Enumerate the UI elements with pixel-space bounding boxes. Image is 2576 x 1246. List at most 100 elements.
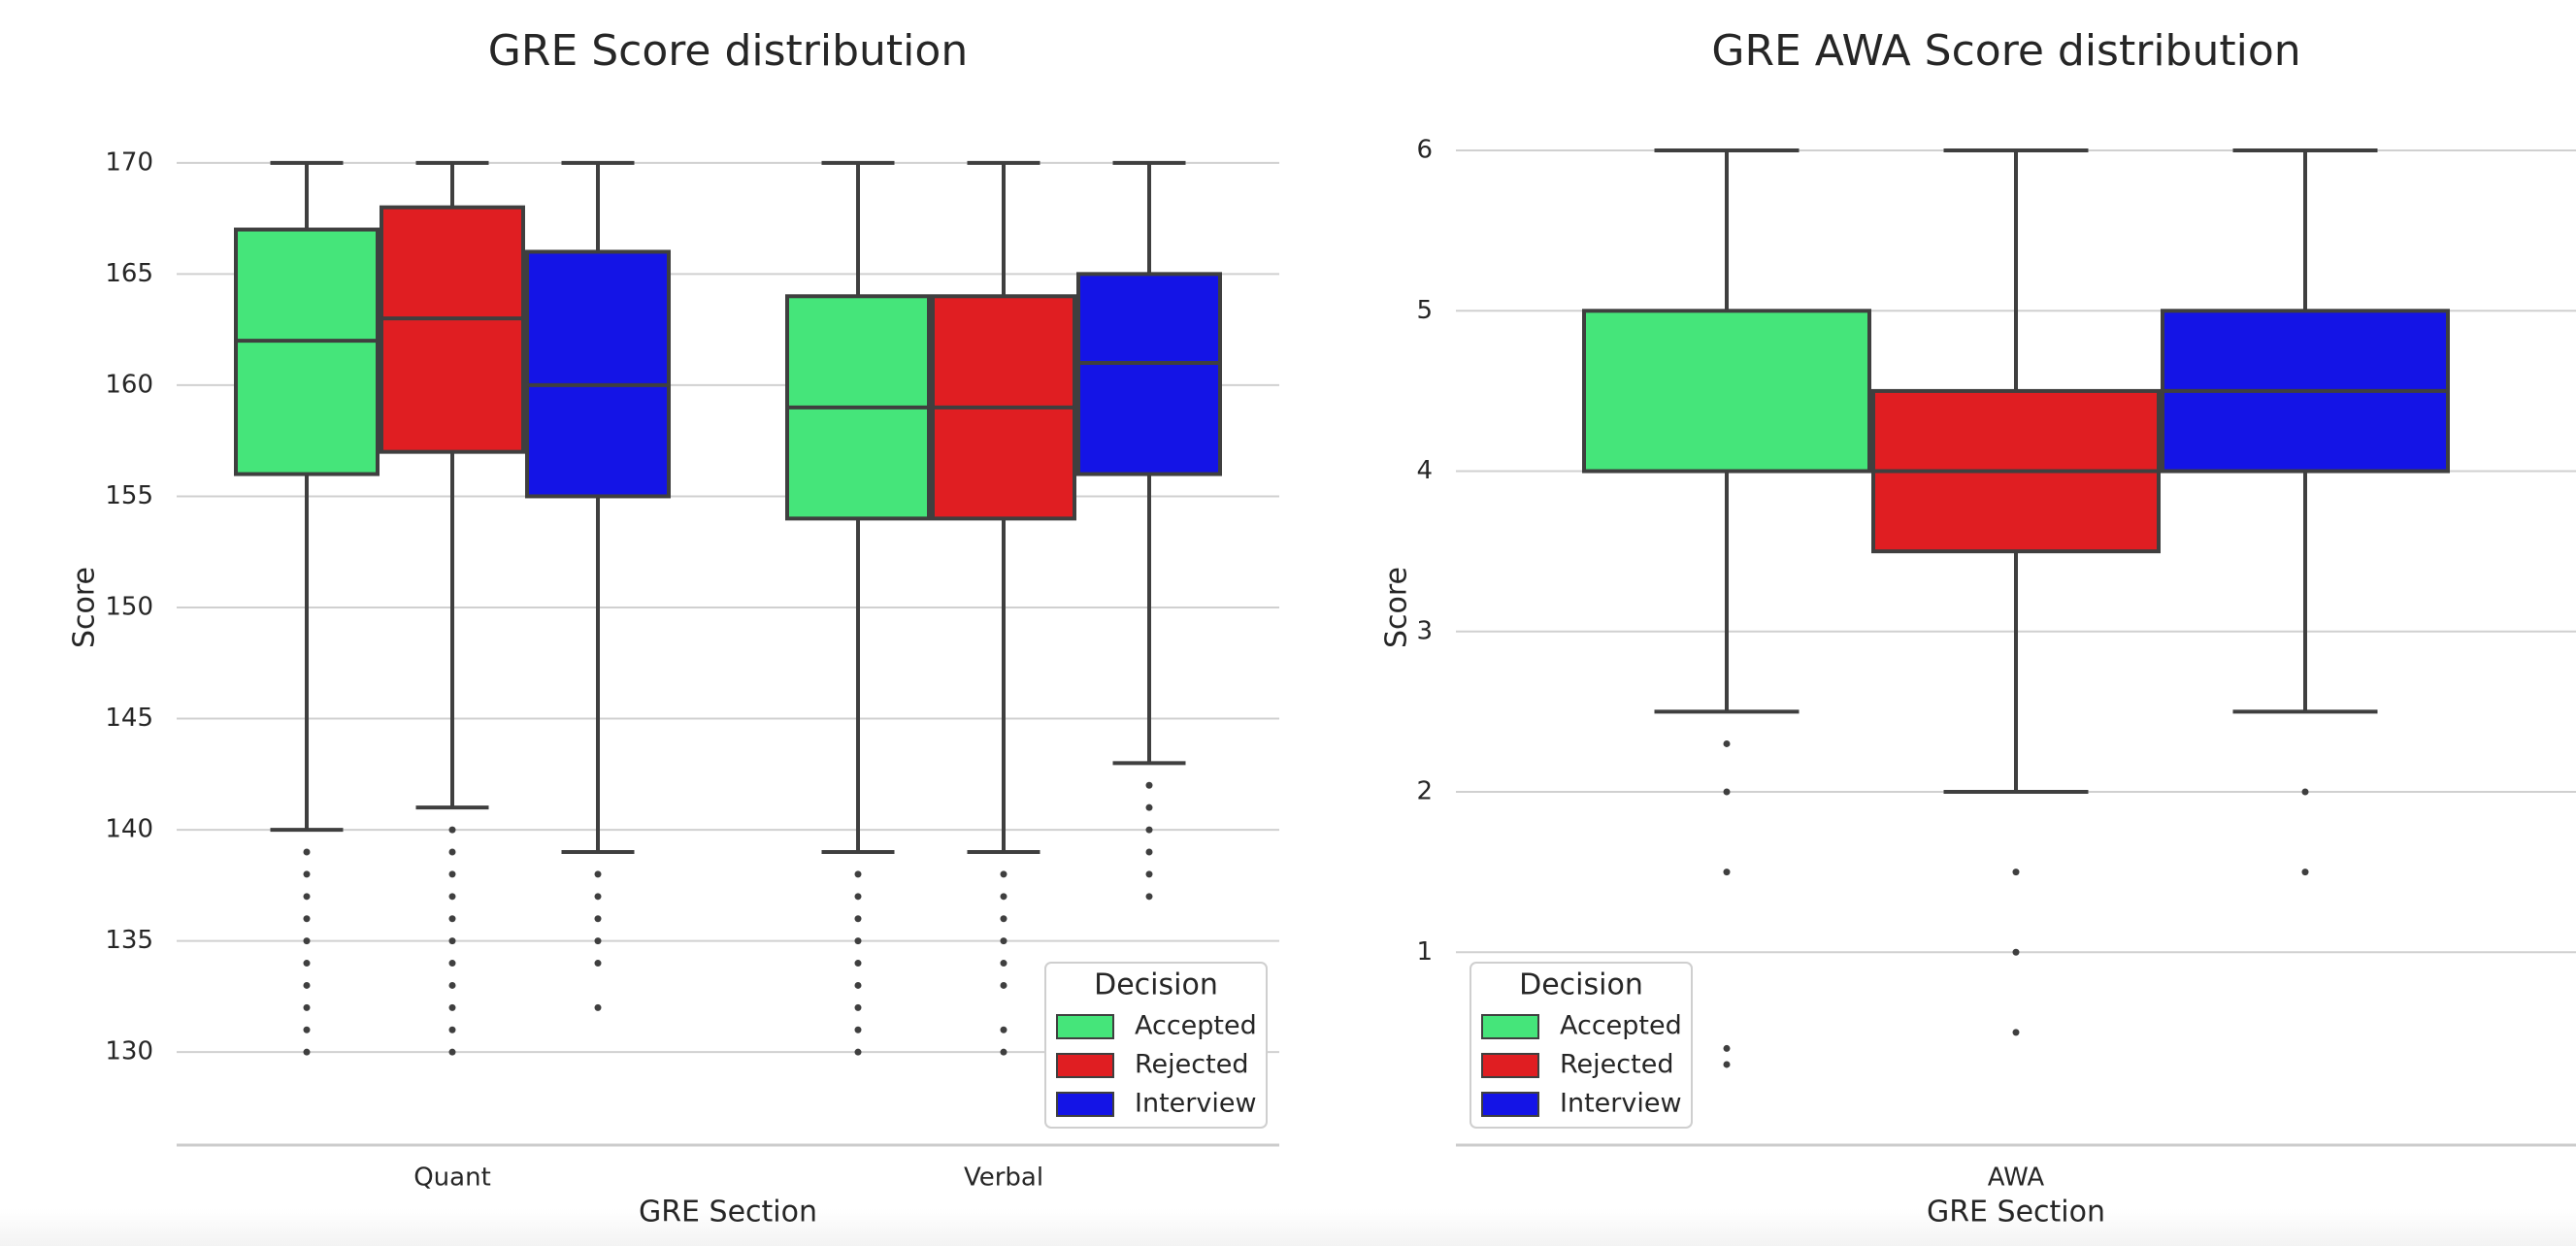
outlier-point: [594, 870, 602, 878]
outlier-point: [448, 937, 456, 945]
outlier-point: [594, 937, 602, 945]
outlier-point: [854, 870, 862, 878]
y-tick-label: 135: [105, 926, 153, 955]
outlier-point: [1000, 1048, 1007, 1056]
box-accepted: [234, 227, 380, 476]
box-group: [1582, 148, 1871, 1068]
outlier-point: [448, 826, 456, 834]
legend-frame: [1044, 962, 1268, 1129]
y-tick-label: 3: [1416, 616, 1433, 645]
outlier-point: [1723, 739, 1731, 747]
outlier-point: [2301, 869, 2309, 876]
x-tick-label: Quant: [413, 1164, 491, 1193]
outlier-point: [1000, 870, 1007, 878]
legend-entry-label: Interview: [1560, 1089, 1682, 1119]
outlier-point: [2012, 948, 2020, 956]
y-tick-label: 6: [1416, 136, 1433, 165]
outlier-point: [1145, 848, 1153, 856]
y-axis-label: Score: [1380, 567, 1414, 648]
outlier-point: [594, 915, 602, 923]
legend: Decision Accepted Rejected Interview: [1044, 962, 1268, 1129]
outlier-point: [1145, 803, 1153, 811]
outlier-point: [448, 848, 456, 856]
outlier-point: [1723, 788, 1731, 796]
outlier-point: [303, 893, 311, 901]
x-tick-label: Verbal: [964, 1164, 1043, 1193]
chart-title: GRE Score distribution: [488, 26, 968, 76]
outlier-point: [594, 960, 602, 967]
outlier-point: [303, 1026, 311, 1033]
legend-title: Decision: [1094, 968, 1218, 1002]
outlier-point: [2012, 1029, 2020, 1036]
legend-title: Decision: [1519, 968, 1643, 1002]
y-tick-label: 130: [105, 1037, 153, 1066]
x-axis-label: GRE Section: [639, 1196, 817, 1230]
outlier-point: [448, 960, 456, 967]
outlier-point: [303, 1003, 311, 1011]
chart-title: GRE AWA Score distribution: [1711, 26, 2300, 76]
legend: Decision Accepted Rejected Interview: [1470, 962, 1693, 1129]
chart-panel-2: GRE AWA Score distribution 1 2 3 4 5 6 Score AWA…: [1380, 26, 2576, 1230]
outlier-point: [1000, 937, 1007, 945]
outlier-point: [303, 848, 311, 856]
chart-panel-1: GRE Score distribution 130 135 140 145 150 155…: [68, 26, 1279, 1230]
outlier-point: [854, 960, 862, 967]
legend-entry-label: Accepted: [1560, 1011, 1682, 1041]
outlier-point: [448, 1048, 456, 1056]
outlier-point: [303, 1048, 311, 1056]
box-group: [1076, 160, 1222, 901]
y-tick-label: 140: [105, 815, 153, 844]
outlier-point: [854, 981, 862, 989]
outlier-point: [1000, 893, 1007, 901]
y-tick-label: 2: [1416, 777, 1433, 806]
legend-swatch-interview: [1056, 1092, 1114, 1117]
y-tick-label: 160: [105, 370, 153, 399]
box-group: [785, 160, 931, 1056]
outlier-point: [448, 870, 456, 878]
outlier-point: [854, 937, 862, 945]
outlier-point: [1000, 915, 1007, 923]
outlier-point: [854, 1003, 862, 1011]
outlier-point: [2301, 788, 2309, 796]
outlier-point: [448, 1003, 456, 1011]
outlier-point: [303, 915, 311, 923]
outlier-point: [1145, 870, 1153, 878]
box-group: [2161, 148, 2450, 876]
outlier-point: [854, 1048, 862, 1056]
y-tick-label: 170: [105, 148, 153, 177]
y-tick-label: 145: [105, 704, 153, 733]
y-tick-label: 165: [105, 259, 153, 288]
x-axis-label: GRE Section: [1927, 1196, 2105, 1230]
y-axis-label: Score: [68, 567, 102, 648]
legend-swatch-accepted: [1481, 1014, 1539, 1039]
y-tick-label: 5: [1416, 296, 1433, 325]
outlier-point: [854, 1026, 862, 1033]
outlier-point: [594, 893, 602, 901]
outlier-point: [1145, 893, 1153, 901]
outlier-point: [1000, 960, 1007, 967]
box-group: [1871, 148, 2161, 1036]
outlier-point: [1145, 826, 1153, 834]
legend-entry-label: Rejected: [1560, 1050, 1673, 1080]
legend-entry-label: Rejected: [1135, 1050, 1248, 1080]
outlier-point: [2012, 869, 2020, 876]
outlier-point: [303, 870, 311, 878]
legend-entry-label: Accepted: [1135, 1011, 1257, 1041]
outlier-point: [448, 915, 456, 923]
legend-swatch-rejected: [1056, 1053, 1114, 1078]
box-interview: [1076, 272, 1222, 476]
outlier-point: [448, 981, 456, 989]
y-tick-label: 4: [1416, 456, 1433, 485]
legend-swatch-rejected: [1481, 1053, 1539, 1078]
outlier-point: [1145, 781, 1153, 789]
outlier-point: [1723, 1061, 1731, 1068]
outlier-point: [594, 1003, 602, 1011]
outlier-point: [303, 960, 311, 967]
outlier-point: [448, 893, 456, 901]
outlier-point: [1723, 1044, 1731, 1052]
outlier-point: [854, 893, 862, 901]
outlier-point: [1000, 981, 1007, 989]
box-group: [380, 160, 525, 1056]
